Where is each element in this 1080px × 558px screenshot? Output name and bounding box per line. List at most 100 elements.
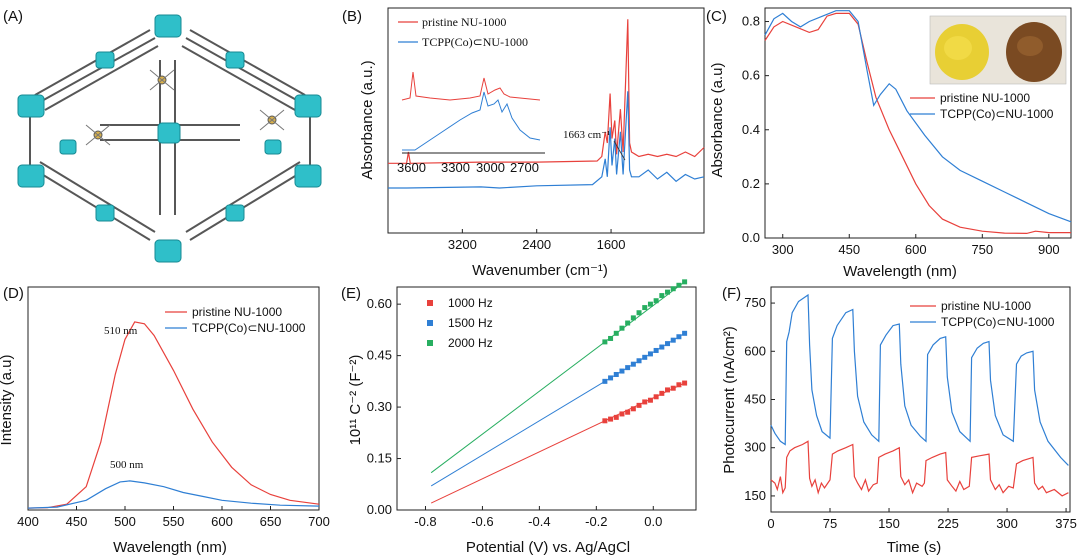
data-point bbox=[665, 289, 671, 295]
data-point bbox=[653, 347, 659, 353]
y-tick-label: 0.0 bbox=[742, 230, 760, 245]
panel-b-annotation: 1663 cm⁻¹ bbox=[563, 129, 610, 141]
inset-line-tcpp bbox=[402, 91, 541, 151]
panel-c-legend: pristine NU-1000 TCPP(Co)⊂NU-1000 bbox=[910, 91, 1054, 121]
data-point bbox=[613, 371, 619, 377]
data-point bbox=[630, 315, 636, 321]
y-axis-label: Photocurrent (nA/cm²) bbox=[721, 326, 738, 474]
y-axis-label: Intensity (a.u) bbox=[0, 355, 15, 446]
x-tick-label: 150 bbox=[878, 516, 900, 531]
panel-e-legend: 1000 Hz 1500 Hz 2000 Hz bbox=[427, 296, 493, 350]
data-point bbox=[608, 375, 614, 381]
y-axis-label: Absorbance (a.u.) bbox=[359, 60, 376, 179]
panel-c: (C) 300 450 600 750 900 0.0 0.2 0.4 0.6 0.8 Wavele… bbox=[706, 7, 1072, 280]
peak-label-500: 500 nm bbox=[110, 459, 144, 471]
x-axis-label: Wavelength (nm) bbox=[113, 539, 227, 556]
panel-c-plot: 300 450 600 750 900 0.0 0.2 0.4 0.6 0.8 Wavelength… bbox=[709, 10, 1072, 280]
x-tick-label: 375 bbox=[1055, 516, 1077, 531]
data-point bbox=[653, 394, 659, 400]
x-tick-label: -0.8 bbox=[414, 514, 436, 529]
panel-f: (F) 0 75 150 225 300 375 150 300 450 600 750 Time (… bbox=[721, 285, 1077, 556]
inset-line-pristine bbox=[401, 71, 541, 101]
data-point bbox=[636, 358, 642, 364]
data-point bbox=[676, 334, 682, 340]
series-line-pristine bbox=[388, 19, 705, 164]
y-tick-label: 150 bbox=[744, 488, 766, 503]
data-point bbox=[602, 339, 608, 345]
y-tick-label: 300 bbox=[744, 440, 766, 455]
series-line-pristine bbox=[764, 12, 1071, 235]
x-tick-label: 300 bbox=[772, 242, 794, 257]
y-tick-label: 0.45 bbox=[367, 348, 392, 363]
data-point bbox=[647, 301, 653, 307]
legend-label-1500: 1500 Hz bbox=[448, 316, 493, 330]
x-tick-label: 750 bbox=[971, 242, 993, 257]
data-point bbox=[659, 344, 665, 350]
panel-b-frame bbox=[387, 7, 705, 234]
data-point bbox=[625, 365, 631, 371]
data-point bbox=[642, 354, 648, 360]
data-point bbox=[676, 382, 682, 388]
legend-label-pristine: pristine NU-1000 bbox=[940, 91, 1030, 105]
x-axis-label: Potential (V) vs. Ag/AgCl bbox=[466, 539, 630, 556]
data-point bbox=[665, 387, 671, 393]
x-tick-label: 600 bbox=[211, 514, 233, 529]
y-tick-label: 0.4 bbox=[742, 122, 760, 137]
mof-structure-illustration bbox=[17, 14, 322, 263]
inset-tick-2700: 2700 bbox=[510, 160, 539, 175]
x-tick-label: 450 bbox=[66, 514, 88, 529]
x-axis-label: Wavenumber (cm⁻¹) bbox=[472, 262, 608, 279]
data-point bbox=[682, 279, 688, 285]
x-tick-label: 700 bbox=[308, 514, 330, 529]
panel-d-plot: 400 450 500 550 600 650 700 Wavelength (nm) Inte… bbox=[0, 321, 330, 556]
panel-d-label: (D) bbox=[3, 285, 24, 302]
inset-tick-3600: 3600 bbox=[397, 160, 426, 175]
x-tick-label: -0.4 bbox=[528, 514, 550, 529]
x-tick-label: 1600 bbox=[597, 237, 626, 252]
inset-tick-3300: 3300 bbox=[441, 160, 470, 175]
x-axis-label: Wavelength (nm) bbox=[843, 263, 957, 280]
panel-b-label: (B) bbox=[342, 8, 362, 25]
data-point bbox=[630, 406, 636, 412]
y-tick-label: 0.60 bbox=[367, 296, 392, 311]
y-tick-label: 750 bbox=[744, 295, 766, 310]
data-point bbox=[682, 330, 688, 336]
x-tick-label: 650 bbox=[260, 514, 282, 529]
data-point bbox=[653, 298, 659, 304]
legend-label-tcpp: TCPP(Co)⊂NU-1000 bbox=[940, 107, 1054, 121]
x-tick-label: 450 bbox=[838, 242, 860, 257]
y-axis-label: Absorbance (a.u) bbox=[709, 62, 726, 177]
x-tick-label: 600 bbox=[905, 242, 927, 257]
panel-e-label: (E) bbox=[341, 285, 361, 302]
x-tick-label: 0 bbox=[767, 516, 774, 531]
panel-f-plot: 0 75 150 225 300 375 150 300 450 600 750 Time (s) Ph… bbox=[721, 293, 1077, 556]
data-point bbox=[625, 409, 631, 415]
legend-label-tcpp: TCPP(Co)⊂NU-1000 bbox=[941, 315, 1055, 329]
legend-marker-2000 bbox=[427, 340, 433, 346]
x-tick-label: 2400 bbox=[522, 237, 551, 252]
data-point bbox=[619, 325, 625, 331]
legend-label-pristine: pristine NU-1000 bbox=[941, 299, 1031, 313]
panel-a-label: (A) bbox=[3, 8, 23, 25]
panel-d-legend: pristine NU-1000 TCPP(Co)⊂NU-1000 bbox=[165, 305, 306, 335]
x-tick-label: 300 bbox=[996, 516, 1018, 531]
data-point bbox=[670, 385, 676, 391]
fit-line-2000-Hz bbox=[430, 281, 685, 474]
data-point bbox=[613, 414, 619, 420]
legend-marker-1500 bbox=[427, 320, 433, 326]
series-line-pristine bbox=[770, 440, 1069, 497]
panel-f-legend: pristine NU-1000 TCPP(Co)⊂NU-1000 bbox=[910, 299, 1055, 329]
legend-label-pristine: pristine NU-1000 bbox=[192, 305, 282, 319]
sample-photo bbox=[929, 15, 1067, 85]
y-tick-label: 0.2 bbox=[742, 176, 760, 191]
x-axis-label: Time (s) bbox=[887, 539, 941, 556]
x-tick-label: 900 bbox=[1038, 242, 1060, 257]
series-line-pristine bbox=[27, 321, 320, 509]
panel-b-legend: pristine NU-1000 TCPP(Co)⊂NU-1000 bbox=[398, 15, 528, 49]
x-tick-label: 500 bbox=[114, 514, 136, 529]
y-tick-label: 0.8 bbox=[742, 14, 760, 29]
y-tick-label: 0.30 bbox=[367, 399, 392, 414]
series-line-tcpp bbox=[27, 480, 320, 509]
y-tick-label: 450 bbox=[744, 392, 766, 407]
